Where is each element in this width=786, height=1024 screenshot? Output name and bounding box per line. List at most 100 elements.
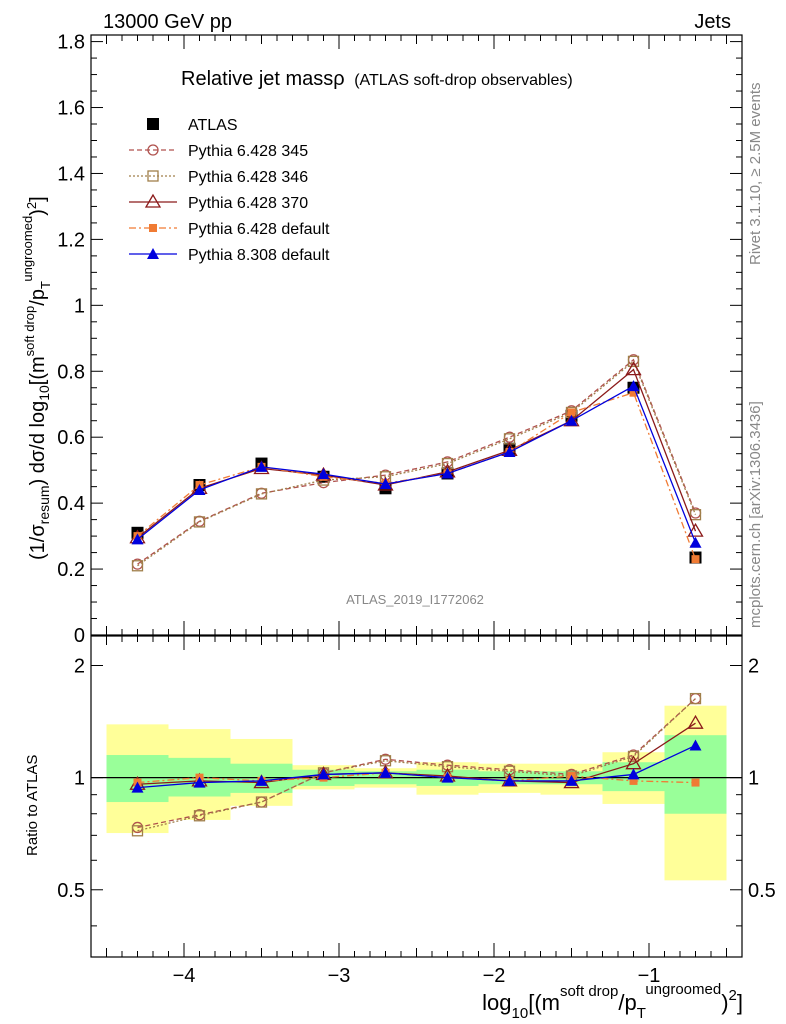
y-tick-label-ratio-right: 2 [748,655,759,677]
data-point-p8def [565,414,578,426]
data-point-p8def [317,468,330,480]
legend-entry-atlas: ATLAS [147,117,238,134]
ratio-point-p8def [193,776,206,788]
data-point-p6def [567,408,576,417]
x-tick-label: −4 [173,965,196,987]
y-tick-label-ratio: 2 [74,655,85,677]
data-point-p346 [627,355,640,368]
svg-text:(1/σresum) dσ/d log10[(msoft d: (1/σresum) dσ/d log10[(msoft drop/pTungr… [20,196,53,560]
ratio-point-p6def [691,778,700,787]
series-line-p345 [137,358,697,565]
ratio-point-p8def [565,774,578,786]
legend-entry-p370: Pythia 6.428 370 [129,193,308,212]
legend-label-p370: Pythia 6.428 370 [188,195,308,212]
legend-marker-p8def [147,248,159,259]
y-tick-label-main: 1.4 [57,163,85,185]
series-atlas [131,381,702,564]
ratio-point-p8def [627,768,640,780]
ratio-point-p346 [193,810,206,822]
data-point-p8def [441,467,454,479]
legend-marker-p345 [147,144,159,156]
y-tick-label-main: 1.8 [57,32,85,54]
legend-label-p346: Pythia 6.428 346 [188,169,308,186]
ratio-point-p346 [255,796,268,808]
data-point-p6def [691,555,700,564]
y-tick-label-main: 0 [74,625,85,647]
rivet-version-label: Rivet 3.1.10, ≥ 2.5M events [747,83,764,266]
legend-entry-p8def: Pythia 8.308 default [129,247,330,264]
ratio-point-p8def [689,739,702,751]
data-point-p8def [131,533,144,545]
ratio-uncertainty-bands [106,705,727,881]
ratio-point-p346 [627,750,640,763]
series-line-p346 [137,360,697,567]
y-tick-label-main: 0.4 [57,493,85,515]
ratio-line-p8def [137,744,696,789]
plot-title-main: Relative jet massρ [181,68,345,90]
x-tick-label: −3 [328,965,351,987]
series-p6def [133,388,700,564]
ratio-point-p346 [689,692,702,705]
ratio-point-p346 [131,825,144,837]
series-line-p370 [137,368,697,539]
ratio-series-group [129,692,704,837]
series-p345 [131,354,702,570]
legend-marker-p6def [149,224,157,232]
y-tick-label-main: 0.6 [57,427,85,449]
series-line-p8def [137,385,697,543]
legend-label-p8def: Pythia 8.308 default [188,247,330,264]
band-inner-bin [106,755,169,803]
x-axis-label: log10[(msoft drop/pTungroomed)2] [482,981,743,1022]
ratio-point-p8def [317,768,330,780]
y-tick-label-ratio: 1 [74,768,85,790]
legend-label-p6def: Pythia 6.428 default [188,221,330,238]
legend: ATLAS Pythia 6.428 345 Pythia 6.428 346 Pyt… [129,117,330,264]
data-point-p346 [193,516,206,528]
legend-label-p345: Pythia 6.428 345 [188,143,308,160]
series-p346 [131,355,702,572]
data-point-p8def [193,483,206,495]
series-p370 [129,361,704,544]
axis-ticks: 0 0.2 0.4 0.6 0.8 1 1.2 1.4 1.6 1.8 −4 −3 −2 −1 0.5 0.5… [57,32,776,987]
legend-entry-p345: Pythia 6.428 345 [129,143,308,160]
plot-title: Relative jet massρ (ATLAS soft-drop obse… [181,68,573,90]
ratio-series-p8def [131,739,702,793]
data-point-p346 [689,509,702,521]
data-point-p8def [255,460,268,472]
ratio-line-p6def [137,772,696,784]
analysis-id: ATLAS_2019_I1772062 [346,592,484,607]
data-point-p370 [625,361,642,376]
mcplots-reference-label: mcplots.cern.ch [arXiv:1306.3436] [747,401,764,628]
header-right: Jets [694,11,731,33]
ratio-point-p8def [131,781,144,793]
svg-text:log10[(msoft drop/pTungroomed): log10[(msoft drop/pTungroomed)2] [482,981,743,1022]
data-point-p6def [629,388,638,397]
y-axis-label-main: (1/σresum) dσ/d log10[(msoft drop/pTungr… [20,196,53,560]
legend-marker-atlas [147,118,159,130]
data-point-p8def [627,380,640,392]
ratio-point-p8def [503,774,516,786]
series-line-p6def [137,391,697,560]
y-tick-label-main: 1 [74,295,85,317]
data-point-p8def [689,536,702,548]
header-left: 13000 GeV pp [103,11,232,33]
data-point-p346 [255,488,268,500]
y-tick-label-main: 1.2 [57,229,85,251]
series-p8def [131,380,702,548]
data-point-p8def [379,478,392,490]
data-point-p346 [131,560,144,572]
legend-label-atlas: ATLAS [188,117,238,134]
ratio-point-p370 [687,714,704,729]
y-tick-label-ratio: 0.5 [57,880,85,902]
x-tick-label: −2 [483,965,506,987]
ratio-line-p345 [137,698,696,829]
y-tick-label-main: 1.6 [57,98,85,120]
legend-marker-p370 [144,193,162,208]
ratio-point-p8def [379,766,392,778]
ratio-point-p6def [629,776,638,785]
legend-marker-p346 [147,170,159,182]
main-series-group [129,354,704,572]
ratio-point-p8def [255,774,268,786]
y-tick-label-main: 0.2 [57,559,85,581]
